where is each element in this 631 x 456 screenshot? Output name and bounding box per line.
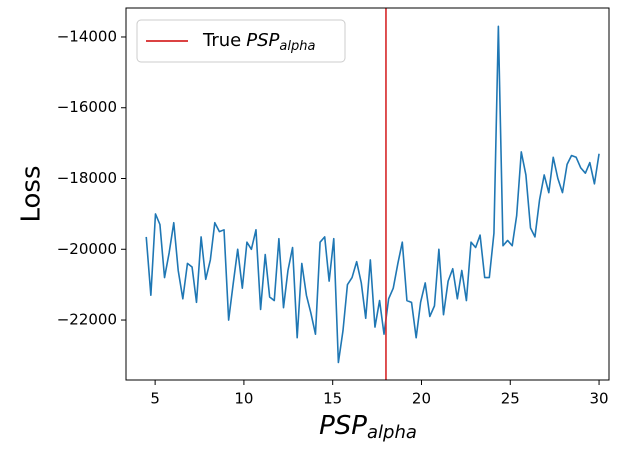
y-tick-label: −22000 xyxy=(57,311,117,329)
y-tick-label: −14000 xyxy=(57,27,117,45)
y-tick-label: −16000 xyxy=(57,98,117,116)
x-tick-label: 10 xyxy=(234,390,253,408)
x-tick-label: 15 xyxy=(323,390,342,408)
x-tick-label: 20 xyxy=(412,390,431,408)
y-tick-label: −20000 xyxy=(57,240,117,258)
legend-label: True PSPalpha xyxy=(202,30,315,54)
legend-var: PSP xyxy=(246,30,279,51)
plot-frame xyxy=(125,7,610,381)
x-tick-label: 5 xyxy=(150,390,160,408)
legend-text: True xyxy=(202,30,241,51)
x-tick-label: 30 xyxy=(590,390,609,408)
y-axis-label: Loss xyxy=(17,165,47,222)
legend-sub: alpha xyxy=(279,39,315,54)
data-line xyxy=(145,25,600,364)
x-tick-label: 25 xyxy=(501,390,520,408)
y-tick-label: −18000 xyxy=(57,169,117,187)
x-label-main: PSP xyxy=(319,411,367,441)
x-label-sub: alpha xyxy=(367,422,417,443)
legend-box xyxy=(136,19,346,63)
x-axis-label: PSPalpha xyxy=(319,411,417,444)
